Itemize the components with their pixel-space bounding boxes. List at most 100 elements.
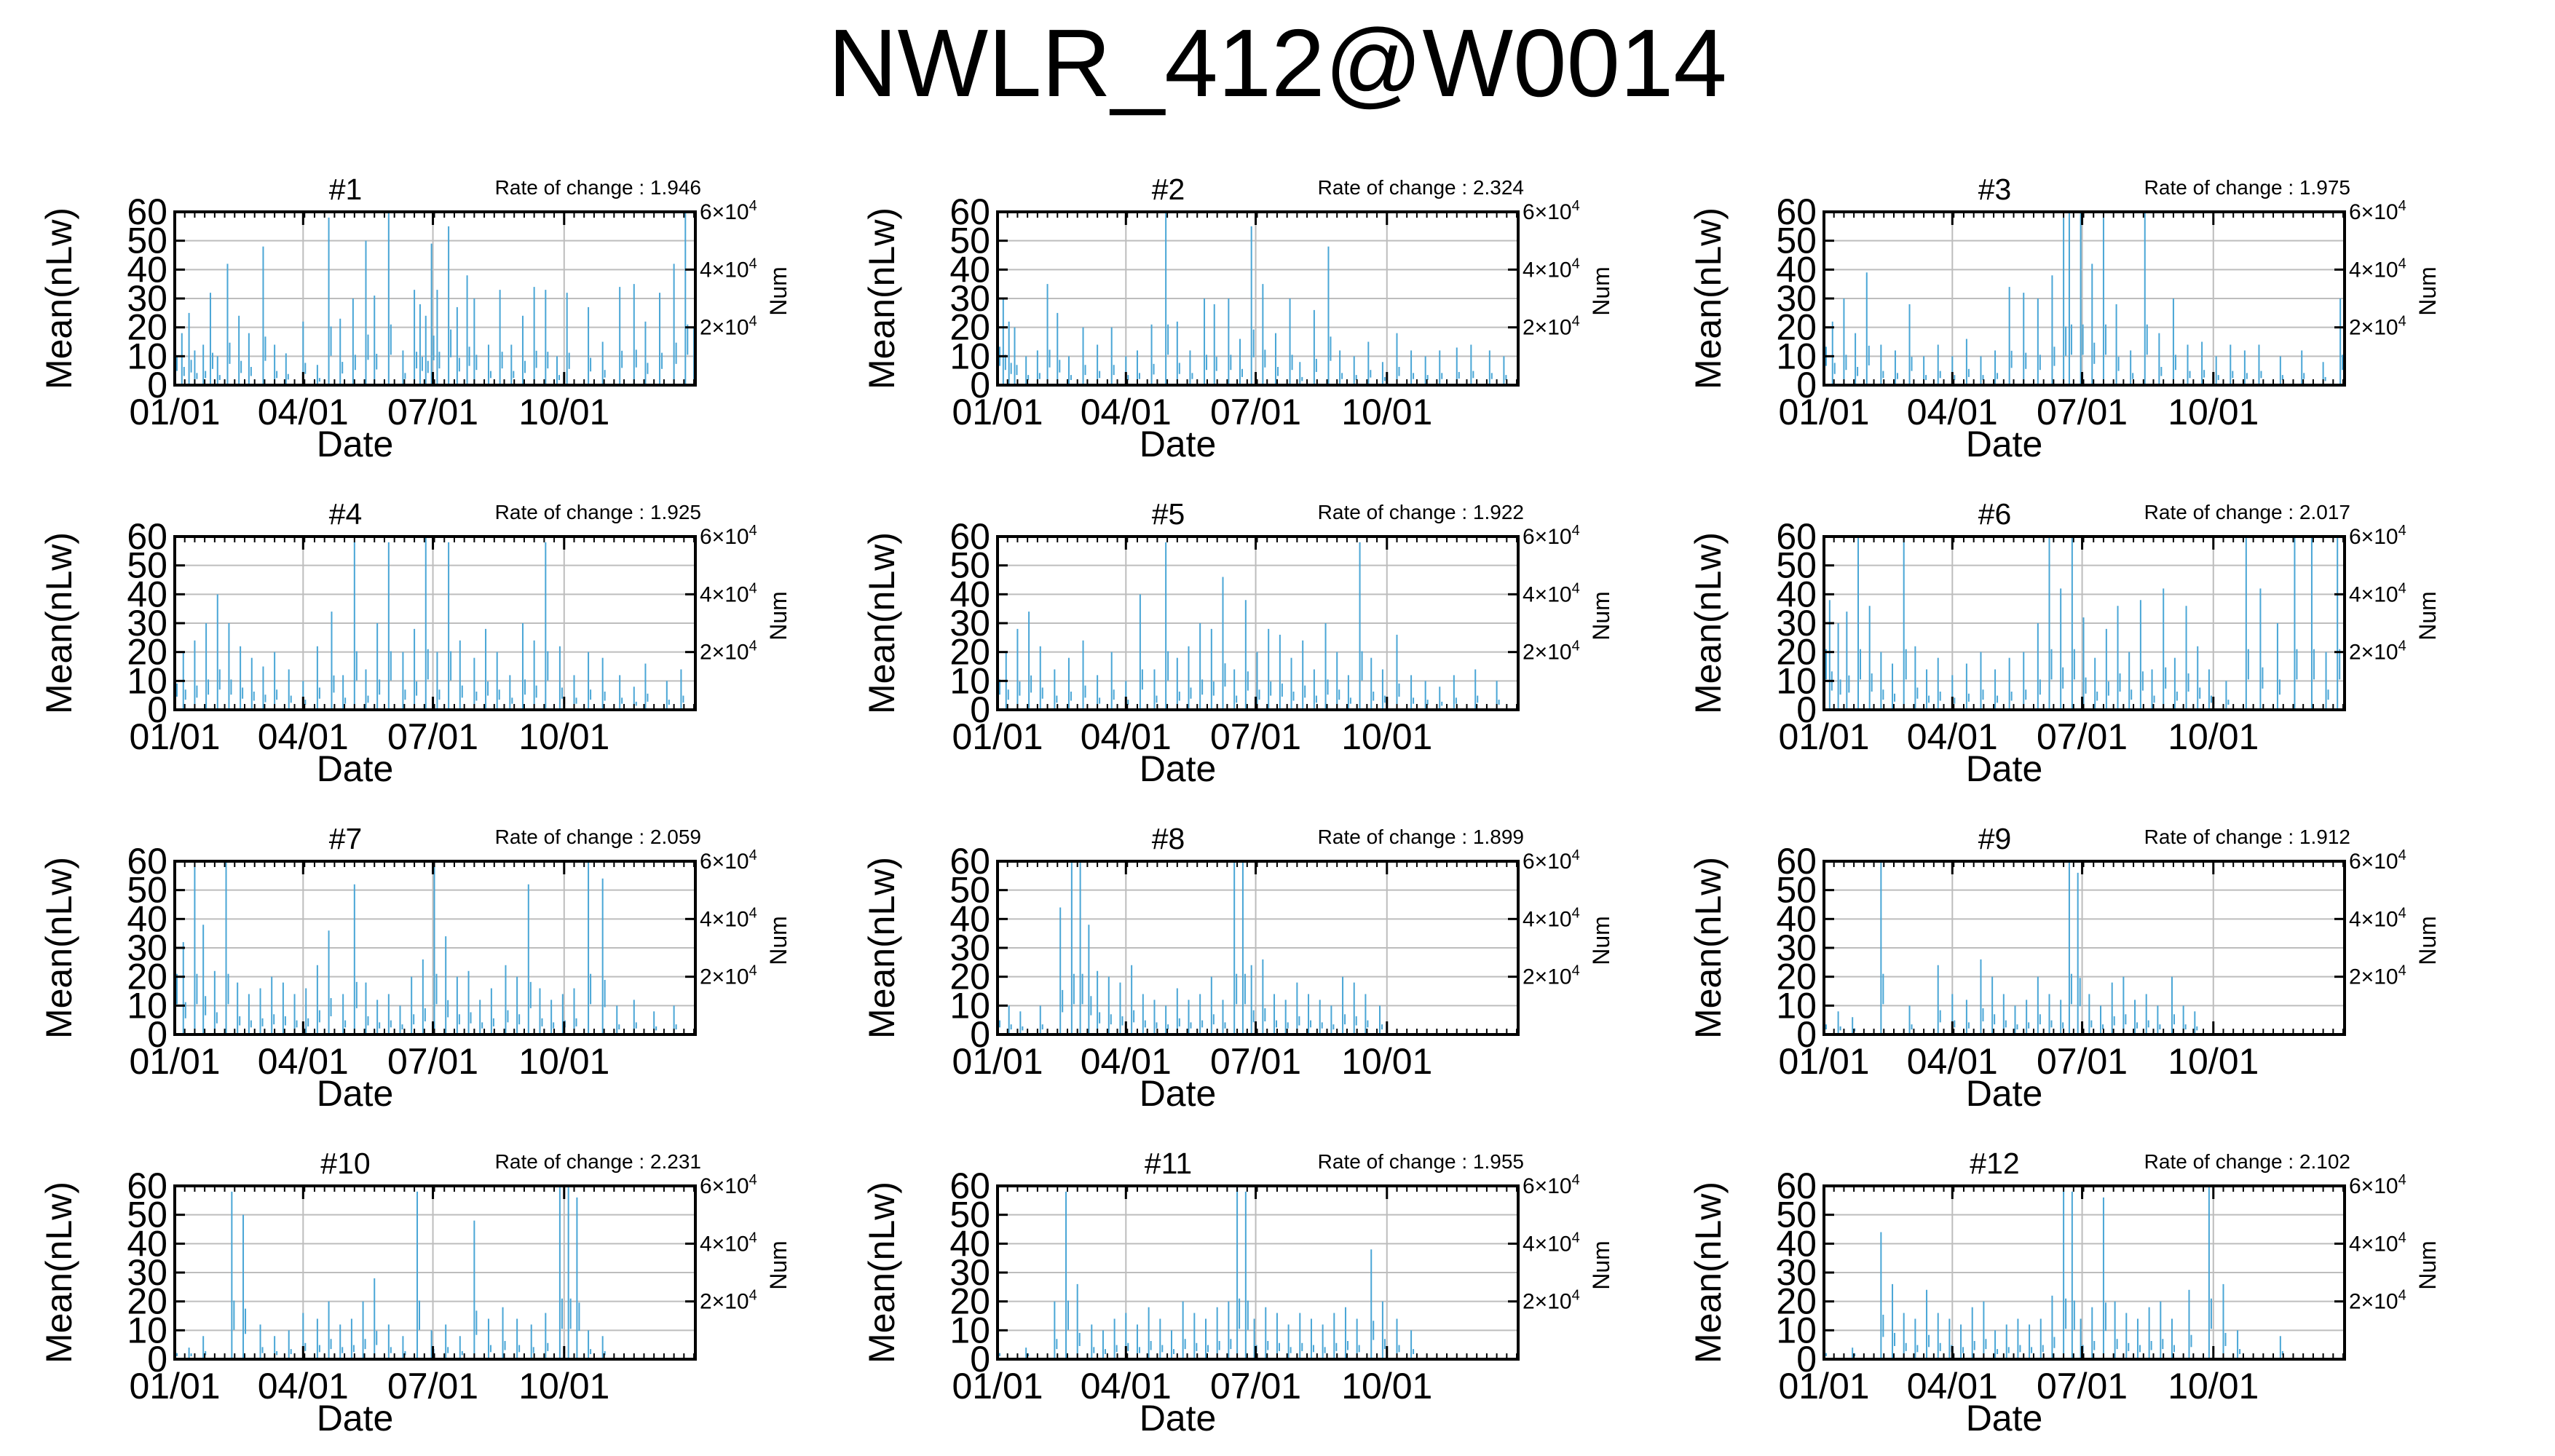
- rate-of-change-label: Rate of change : 2.231: [495, 1150, 701, 1173]
- x-tick-label: 04/01: [1081, 716, 1172, 757]
- x-axis-label: Date: [1966, 748, 2043, 789]
- y2-tick-exponent: 4: [749, 905, 757, 921]
- y2-tick-label: 6×104: [2349, 198, 2406, 224]
- y2-axis-label: Num: [765, 1241, 791, 1290]
- y-axis-label: Mean(nLw): [39, 532, 79, 714]
- rate-of-change-label: Rate of change : 1.912: [2144, 826, 2350, 848]
- y2-tick-label: 2×104: [700, 963, 757, 989]
- y2-axis-label: Num: [2414, 916, 2441, 965]
- y2-tick-exponent: 4: [1572, 847, 1580, 863]
- x-tick-label: 04/01: [1907, 716, 1998, 757]
- y-tick-label: 0: [147, 1339, 167, 1380]
- y-tick-label: 50: [127, 1195, 167, 1235]
- x-tick-label: 10/01: [1341, 1041, 1432, 1082]
- y-tick-label: 60: [949, 191, 990, 232]
- y-tick-label: 60: [949, 1166, 990, 1206]
- y2-tick-exponent: 4: [749, 198, 757, 214]
- x-tick-label: 10/01: [518, 1041, 609, 1082]
- x-axis-label: Date: [317, 748, 394, 789]
- y-tick-label: 0: [147, 689, 167, 730]
- y2-tick-exponent: 4: [2398, 523, 2406, 539]
- x-tick-label: 01/01: [952, 1041, 1043, 1082]
- y2-tick-label: 4×104: [2349, 256, 2406, 282]
- y-tick-label: 0: [1796, 1339, 1817, 1380]
- subplot-title: #2: [1152, 173, 1185, 206]
- y2-tick-label: 2×104: [2349, 638, 2406, 665]
- y2-tick-exponent: 4: [2398, 963, 2406, 979]
- subplot-title: #7: [329, 822, 363, 855]
- y2-tick-exponent: 4: [2398, 1288, 2406, 1304]
- rate-of-change-label: Rate of change : 1.955: [1318, 1150, 1524, 1173]
- y-tick-label: 20: [127, 307, 167, 348]
- y-tick-label: 0: [970, 365, 990, 405]
- y2-tick-exponent: 4: [1572, 638, 1580, 654]
- subplot-title: #6: [1978, 497, 2012, 531]
- y2-tick-label: 4×104: [700, 1230, 757, 1256]
- x-tick-label: 01/01: [1778, 392, 1869, 432]
- y2-tick-label: 2×104: [700, 314, 757, 340]
- y2-tick-exponent: 4: [1572, 314, 1580, 330]
- y-tick-label: 0: [1796, 689, 1817, 730]
- x-tick-label: 07/01: [1210, 1366, 1301, 1406]
- x-tick-label: 10/01: [1341, 1366, 1432, 1406]
- y2-axis-label: Num: [765, 266, 791, 316]
- y-tick-label: 60: [127, 516, 167, 557]
- y-tick-label: 40: [949, 1223, 990, 1264]
- x-tick-label: 10/01: [518, 716, 609, 757]
- rate-of-change-label: Rate of change : 1.946: [495, 176, 701, 199]
- y-tick-label: 30: [1776, 1252, 1817, 1293]
- y2-tick-exponent: 4: [749, 580, 757, 596]
- y2-tick-label: 2×104: [1523, 314, 1580, 340]
- y2-axis-label: Num: [2414, 266, 2441, 316]
- x-tick-label: 10/01: [2168, 716, 2259, 757]
- x-tick-label: 01/01: [952, 392, 1043, 432]
- rate-of-change-label: Rate of change : 2.102: [2144, 1150, 2350, 1173]
- y-tick-label: 10: [1776, 985, 1817, 1026]
- y-tick-label: 30: [949, 927, 990, 968]
- y-tick-label: 30: [127, 927, 167, 968]
- y2-tick-label: 2×104: [2349, 1288, 2406, 1314]
- x-tick-label: 07/01: [1210, 1041, 1301, 1082]
- subplot-title: #9: [1978, 822, 2012, 855]
- y2-axis-label: Num: [765, 916, 791, 965]
- y2-tick-exponent: 4: [2398, 580, 2406, 596]
- y-tick-label: 10: [127, 336, 167, 376]
- x-tick-label: 04/01: [258, 1366, 349, 1406]
- x-axis-label: Date: [1966, 424, 2043, 464]
- page-title: NWLR_412@W0014: [828, 9, 1727, 116]
- y-tick-label: 30: [1776, 927, 1817, 968]
- y2-tick-exponent: 4: [1572, 963, 1580, 979]
- y2-tick-label: 4×104: [1523, 905, 1580, 931]
- subplot-title: #4: [329, 497, 363, 531]
- y-tick-label: 0: [1796, 365, 1817, 405]
- x-tick-label: 07/01: [1210, 716, 1301, 757]
- rate-of-change-label: Rate of change : 1.925: [495, 501, 701, 523]
- x-tick-label: 04/01: [1081, 1041, 1172, 1082]
- y2-axis-label: Num: [765, 591, 791, 641]
- y-tick-label: 0: [147, 1014, 167, 1055]
- y2-tick-label: 4×104: [700, 580, 757, 606]
- y-tick-label: 30: [127, 1252, 167, 1293]
- y2-tick-label: 4×104: [2349, 905, 2406, 931]
- y-tick-label: 10: [127, 1310, 167, 1350]
- x-tick-label: 01/01: [129, 716, 220, 757]
- y2-tick-exponent: 4: [1572, 523, 1580, 539]
- y2-tick-exponent: 4: [749, 963, 757, 979]
- y-tick-label: 50: [949, 870, 990, 911]
- y-tick-label: 40: [949, 249, 990, 290]
- subplot-title: #5: [1152, 497, 1185, 531]
- y2-tick-label: 4×104: [700, 256, 757, 282]
- y-axis-label: Mean(nLw): [39, 1182, 79, 1364]
- y-tick-label: 20: [949, 1281, 990, 1322]
- x-tick-label: 01/01: [129, 392, 220, 432]
- y2-tick-label: 2×104: [2349, 314, 2406, 340]
- y-tick-label: 0: [970, 689, 990, 730]
- x-tick-label: 01/01: [952, 1366, 1043, 1406]
- y2-tick-label: 6×104: [2349, 847, 2406, 874]
- y-tick-label: 10: [1776, 1310, 1817, 1350]
- x-tick-label: 07/01: [387, 716, 478, 757]
- x-axis-label: Date: [317, 1398, 394, 1439]
- subplot-title: #10: [320, 1147, 370, 1180]
- y2-tick-exponent: 4: [1572, 1288, 1580, 1304]
- x-tick-label: 04/01: [1907, 1366, 1998, 1406]
